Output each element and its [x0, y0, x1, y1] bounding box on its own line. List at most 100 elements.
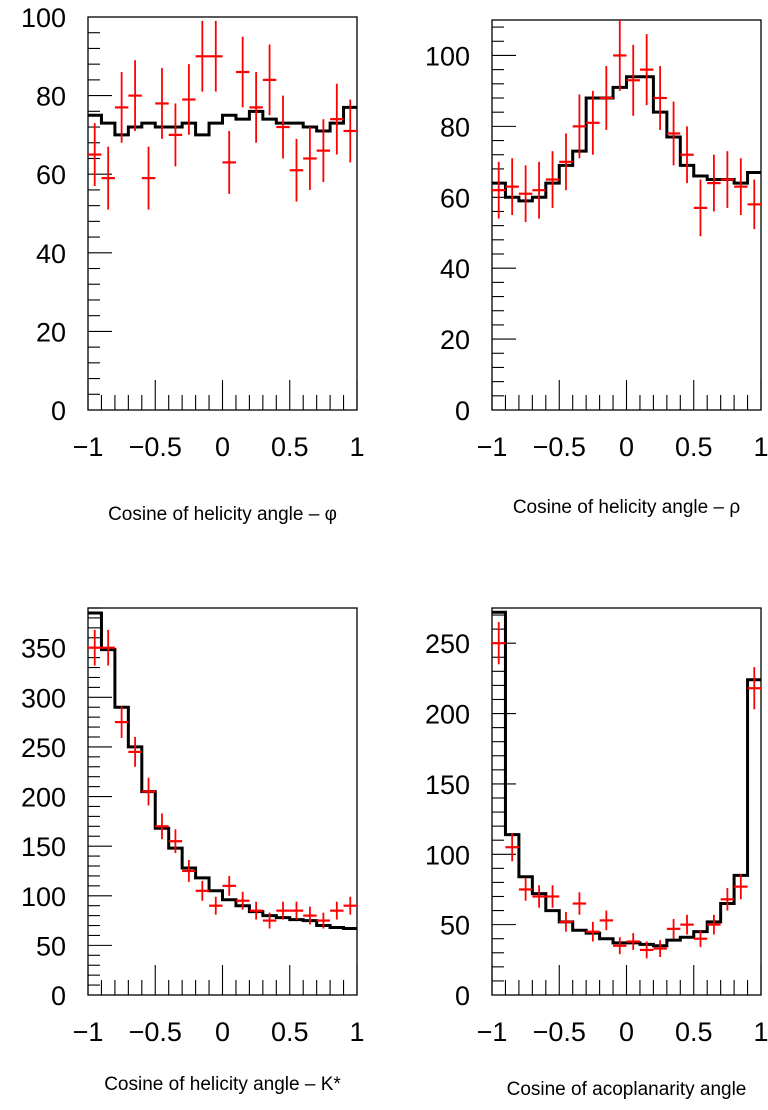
- x-tick-label: 0.5: [675, 1017, 713, 1047]
- data-point: [693, 930, 708, 948]
- x-tick-label: 0: [215, 432, 230, 462]
- y-tick-label: 20: [36, 317, 66, 347]
- y-tick-label: 300: [21, 683, 66, 713]
- x-tick-label: 1: [349, 1017, 364, 1047]
- data-point: [545, 885, 560, 908]
- data-point: [734, 873, 748, 900]
- y-tick-label: 50: [440, 911, 470, 941]
- data-point: [88, 123, 102, 186]
- x-tick-label: 0: [215, 1017, 230, 1047]
- y-tick-label: 250: [425, 629, 470, 659]
- data-point: [168, 103, 183, 167]
- histogram-step-line: [492, 610, 761, 948]
- data-point: [518, 165, 533, 223]
- x-tick-label: −1: [477, 432, 508, 462]
- y-tick-label: 100: [425, 41, 470, 71]
- data-point: [720, 151, 735, 208]
- data-point: [666, 101, 681, 166]
- chart-panel-2: 0 20 40 60 80 100 −1 −0.5 0 0.5 1 Cosine of helicit…: [425, 19, 768, 518]
- plot-frame: [87, 16, 358, 411]
- data-point: [559, 133, 573, 191]
- data-point: [303, 127, 317, 190]
- data-point: [343, 99, 357, 163]
- x-tick-label: −1: [73, 432, 104, 462]
- y-tick-label: 100: [425, 840, 470, 870]
- data-point: [518, 878, 533, 901]
- data-point: [639, 941, 654, 959]
- data-point: [88, 629, 102, 666]
- data-point: [262, 912, 277, 929]
- data-point: [707, 914, 721, 935]
- data-point: [693, 179, 708, 237]
- x-tick-label: 0: [619, 1017, 634, 1047]
- plot-frame: [87, 607, 358, 996]
- y-tick-label: 150: [21, 832, 66, 862]
- x-tick-label: 1: [753, 1017, 768, 1047]
- x-tick-label: 0: [619, 432, 634, 462]
- data-point: [747, 667, 761, 710]
- data-point: [707, 154, 721, 212]
- data-point: [209, 896, 223, 915]
- y-tick-label: 80: [440, 112, 470, 142]
- y-tick-label: 40: [440, 254, 470, 284]
- histogram-step-line: [88, 611, 357, 931]
- data-point: [168, 829, 183, 854]
- data-point: [209, 20, 223, 92]
- data-point: [303, 906, 317, 925]
- data-point: [599, 910, 614, 931]
- data-point: [559, 911, 573, 932]
- x-tick-label: 0.5: [271, 432, 309, 462]
- data-point: [532, 885, 546, 908]
- y-tick-label: 200: [21, 783, 66, 813]
- data-point: [330, 901, 344, 920]
- y-tick-label: 40: [36, 239, 66, 269]
- data-point: [653, 66, 667, 130]
- data-point: [572, 892, 587, 915]
- data-point: [747, 179, 761, 230]
- data-point: [195, 880, 210, 901]
- y-tick-label: 350: [21, 634, 66, 664]
- data-point: [492, 161, 506, 219]
- chart-panel-1: 0 20 40 60 80 100 −1 −0.5 0 0.5 1 Cosine of helicit…: [21, 3, 365, 525]
- data-point: [639, 34, 654, 106]
- data-point: [680, 914, 694, 935]
- data-point: [155, 68, 169, 139]
- x-axis-label: Cosine of helicity angle – φ: [108, 504, 337, 525]
- y-tick-label: 0: [51, 396, 66, 426]
- y-tick-label: 200: [425, 700, 470, 730]
- data-point: [666, 919, 681, 939]
- data-point: [276, 901, 290, 920]
- data-point: [222, 130, 236, 194]
- data-point: [545, 151, 560, 208]
- x-axis-label: Cosine of helicity angle – K*: [104, 1074, 341, 1095]
- x-tick-label: −1: [477, 1017, 508, 1047]
- data-point: [505, 833, 519, 862]
- data-point: [626, 933, 640, 950]
- data-point: [114, 72, 129, 143]
- histogram-step-line: [88, 105, 357, 137]
- data-point: [505, 158, 519, 215]
- y-tick-label: 0: [455, 396, 470, 426]
- x-tick-label: 0.5: [271, 1017, 309, 1047]
- data-point: [262, 44, 277, 116]
- data-point: [249, 72, 263, 143]
- y-tick-label: 80: [36, 82, 66, 112]
- data-point: [599, 66, 614, 130]
- data-point: [222, 875, 236, 896]
- x-tick-label: −0.5: [129, 1017, 182, 1047]
- x-tick-label: −0.5: [129, 432, 182, 462]
- y-tick-label: 150: [425, 770, 470, 800]
- x-tick-label: −1: [73, 1017, 104, 1047]
- x-tick-label: 1: [349, 432, 364, 462]
- data-point: [128, 737, 142, 767]
- y-tick-label: 100: [21, 882, 66, 912]
- y-tick-label: 0: [455, 981, 470, 1011]
- data-point: [586, 921, 600, 942]
- y-tick-label: 250: [21, 733, 66, 763]
- data-point: [155, 813, 169, 840]
- data-point: [276, 95, 290, 159]
- x-axis-label: Cosine of acoplanarity angle: [507, 1079, 747, 1100]
- data-point: [195, 20, 210, 92]
- data-point: [613, 20, 627, 91]
